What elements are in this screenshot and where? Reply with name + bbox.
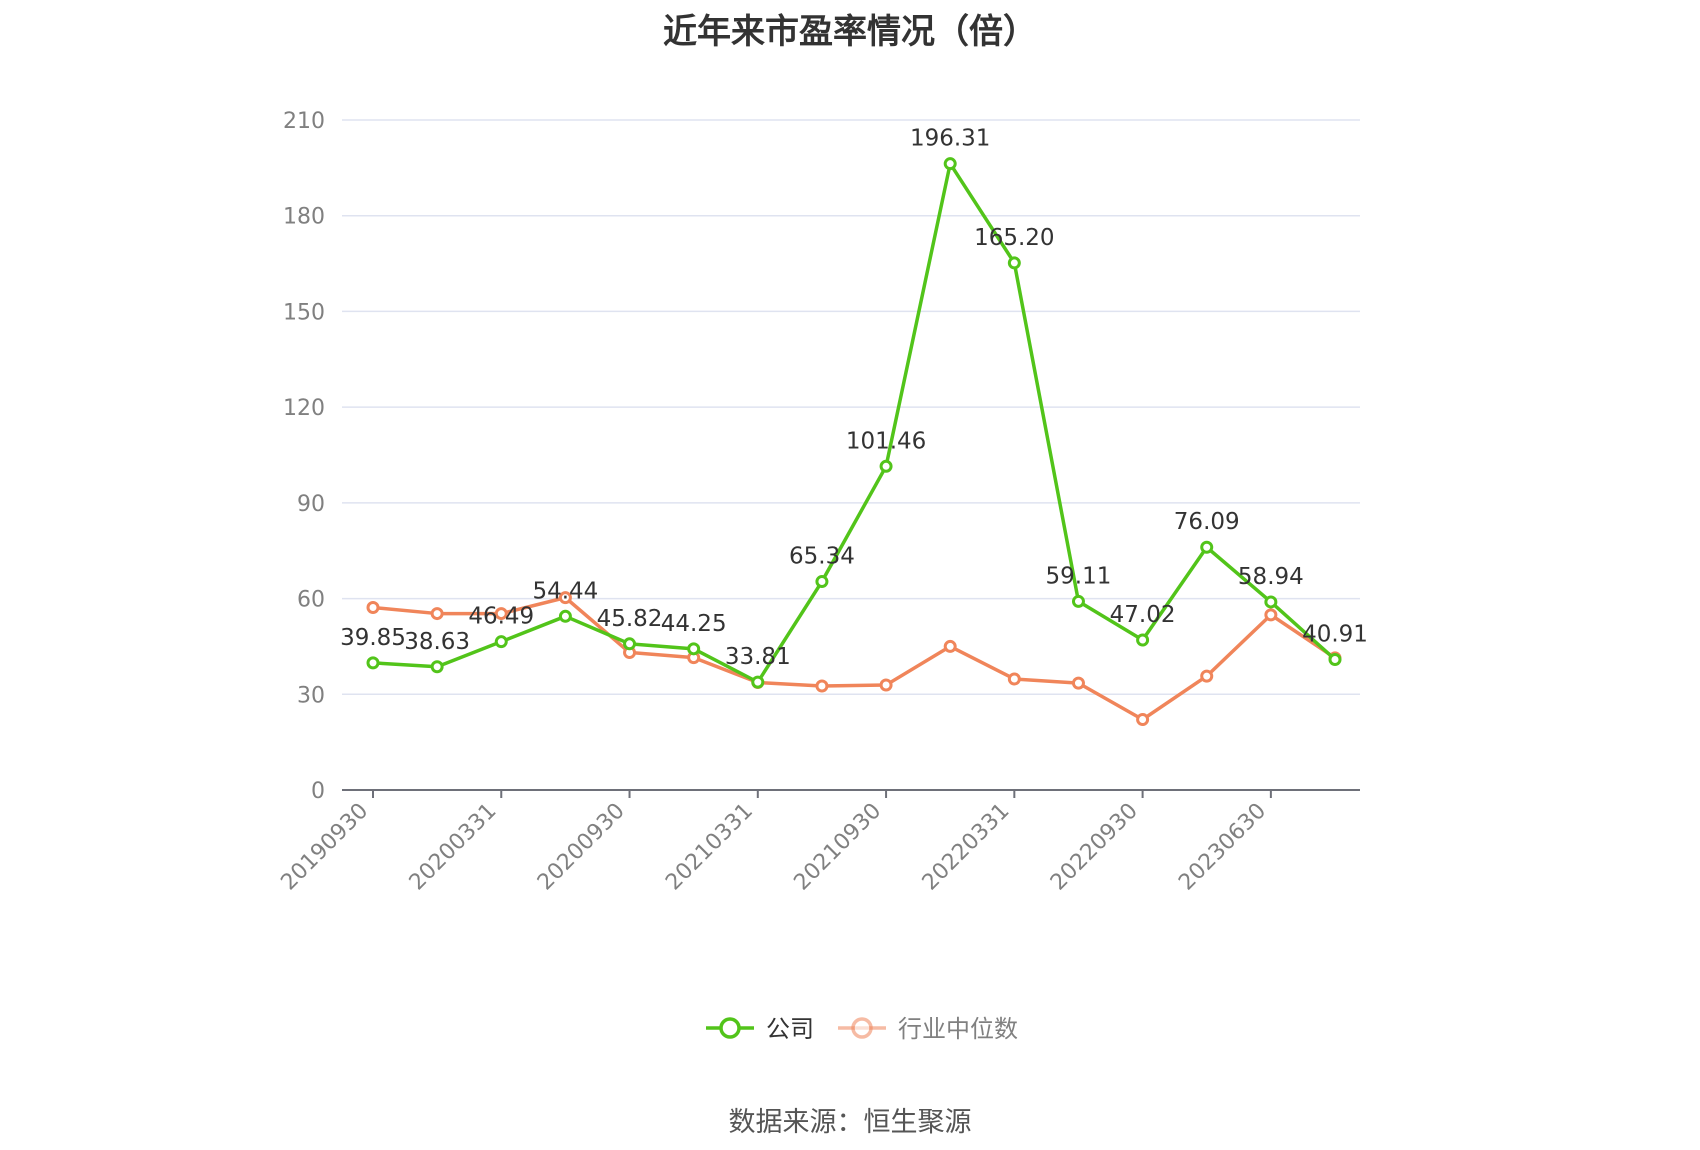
data-label: 76.09 xyxy=(1174,509,1240,535)
data-label: 39.85 xyxy=(340,625,406,651)
data-label: 38.63 xyxy=(404,629,470,655)
data-point[interactable] xyxy=(879,459,893,473)
data-label: 58.94 xyxy=(1238,564,1304,590)
data-point[interactable] xyxy=(943,639,957,653)
data-label: 101.46 xyxy=(846,428,926,454)
data-point[interactable] xyxy=(1007,672,1021,686)
data-point[interactable] xyxy=(815,679,829,693)
legend-marker-icon xyxy=(851,1017,873,1039)
data-point[interactable] xyxy=(1136,712,1150,726)
data-point[interactable] xyxy=(430,660,444,674)
data-point[interactable] xyxy=(1264,608,1278,622)
data-point[interactable] xyxy=(494,635,508,649)
data-label: 44.25 xyxy=(661,611,727,637)
y-tick-label: 90 xyxy=(297,492,325,517)
x-tick-label: 20210930 xyxy=(789,799,886,896)
data-point[interactable] xyxy=(430,607,444,621)
data-point[interactable] xyxy=(1264,595,1278,609)
data-point[interactable] xyxy=(879,678,893,692)
data-point[interactable] xyxy=(1200,669,1214,683)
x-tick-label: 20210331 xyxy=(661,799,758,896)
data-point[interactable] xyxy=(751,675,765,689)
y-tick-label: 0 xyxy=(311,779,325,804)
data-label: 165.20 xyxy=(974,225,1054,251)
x-tick-label: 20200930 xyxy=(533,799,630,896)
data-point[interactable] xyxy=(558,609,572,623)
data-point[interactable] xyxy=(558,591,572,605)
chart-title: 近年来市盈率情况（倍） xyxy=(663,12,1037,52)
series-line xyxy=(372,161,1337,684)
y-tick-label: 60 xyxy=(297,588,325,613)
x-tick-label: 20230630 xyxy=(1174,799,1271,896)
series-line xyxy=(372,595,1336,722)
data-label: 65.34 xyxy=(789,544,855,570)
x-tick-label: 20190930 xyxy=(276,799,373,896)
source-note: 数据来源：恒生聚源 xyxy=(728,1107,972,1138)
data-point[interactable] xyxy=(366,601,380,615)
data-point[interactable] xyxy=(1071,676,1085,690)
y-tick-label: 120 xyxy=(283,396,325,421)
data-point[interactable] xyxy=(943,157,957,171)
data-label: 54.44 xyxy=(532,578,598,604)
legend-label: 公司 xyxy=(766,1015,814,1043)
x-tick-label: 20220331 xyxy=(918,799,1015,896)
data-point[interactable] xyxy=(1328,652,1342,666)
legend: 公司 行业中位数 xyxy=(706,1015,1018,1043)
y-tick-label: 180 xyxy=(283,205,325,230)
data-label: 59.11 xyxy=(1046,563,1112,589)
data-label: 196.31 xyxy=(910,126,990,152)
data-point[interactable] xyxy=(366,656,380,670)
x-tick-label: 20220930 xyxy=(1046,799,1143,896)
data-label: 40.91 xyxy=(1302,621,1368,647)
data-point[interactable] xyxy=(494,607,508,621)
series-lines xyxy=(366,157,1342,726)
data-point[interactable] xyxy=(815,575,829,589)
data-label: 45.82 xyxy=(597,606,663,632)
data-point[interactable] xyxy=(1136,633,1150,647)
grid-lines xyxy=(342,119,1360,696)
data-point[interactable] xyxy=(623,637,637,651)
data-point[interactable] xyxy=(1007,256,1021,270)
y-tick-label: 30 xyxy=(297,683,325,708)
y-tick-label: 210 xyxy=(283,109,325,134)
data-label: 47.02 xyxy=(1110,602,1176,628)
data-point[interactable] xyxy=(1071,594,1085,608)
data-label: 46.49 xyxy=(468,604,534,630)
y-tick-label: 150 xyxy=(283,300,325,325)
legend-label: 行业中位数 xyxy=(898,1015,1018,1043)
legend-item[interactable]: 公司 xyxy=(706,1015,814,1043)
data-point[interactable] xyxy=(687,642,701,656)
data-point[interactable] xyxy=(1200,540,1214,554)
legend-marker-icon xyxy=(719,1017,741,1039)
data-label: 33.81 xyxy=(725,644,791,670)
legend-item[interactable]: 行业中位数 xyxy=(838,1015,1018,1043)
x-tick-label: 20200331 xyxy=(405,799,502,896)
